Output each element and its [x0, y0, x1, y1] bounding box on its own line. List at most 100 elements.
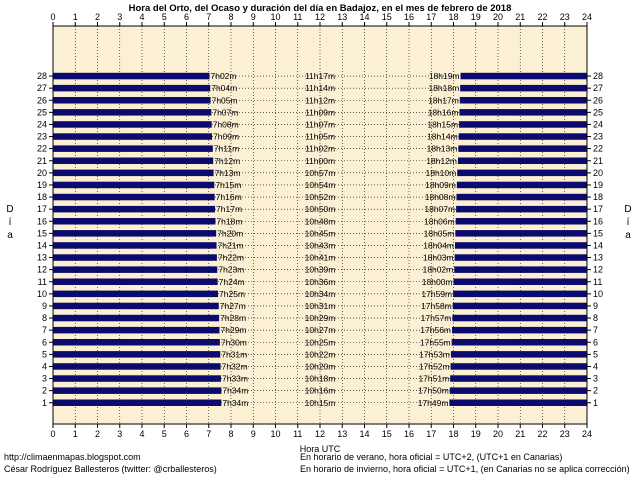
duration-label: 10h50m	[305, 204, 336, 214]
y-tick-label-left: 26	[37, 95, 47, 105]
night-bar-evening	[449, 387, 587, 394]
y-tick-label-right: 16	[593, 216, 603, 226]
sunset-label: 18h06m	[424, 216, 455, 226]
footer-blog: http://climaenmapas.blogspot.com	[4, 452, 141, 462]
sunrise-label: 7h18m	[216, 216, 242, 226]
night-bar-evening	[456, 193, 587, 201]
y-tick-label-left: 19	[37, 180, 47, 190]
x-tick-label-bottom: 20	[493, 429, 503, 439]
y-tick-label-left: 8	[42, 313, 47, 323]
y-tick-label-right: 9	[593, 301, 598, 311]
x-tick-label-bottom: 9	[251, 429, 256, 439]
x-tick-label-bottom: 10	[270, 429, 280, 439]
sunrise-label: 7h34m	[222, 398, 248, 408]
x-tick-label-top: 20	[493, 12, 503, 22]
night-bar-morning	[53, 193, 215, 201]
y-tick-label-right: 22	[593, 144, 603, 154]
y-tick-label-right: 20	[593, 168, 603, 178]
x-tick-label-bottom: 24	[582, 429, 592, 439]
y-tick-label-right: 3	[593, 374, 598, 384]
y-axis-label-letter: í	[627, 217, 630, 228]
night-bar-morning	[53, 242, 217, 249]
sunset-label: 17h57m	[421, 313, 452, 323]
y-tick-label-left: 2	[42, 386, 47, 396]
y-tick-label-left: 27	[37, 83, 47, 93]
sunrise-label: 7h21m	[218, 240, 244, 250]
y-tick-label-left: 14	[37, 240, 47, 250]
footer-note-summer: En horario de verano, hora oficial = UTC…	[300, 452, 563, 462]
x-tick-label-top: 23	[560, 12, 570, 22]
y-tick-label-right: 18	[593, 192, 603, 202]
night-bar-morning	[53, 97, 211, 104]
x-tick-label-bottom: 14	[359, 429, 369, 439]
duration-label: 10h34m	[305, 289, 336, 299]
sunrise-label: 7h15m	[215, 180, 241, 190]
y-tick-label-right: 24	[593, 119, 603, 129]
x-tick-label-top: 12	[315, 12, 325, 22]
sunrise-label: 7h16m	[216, 192, 242, 202]
night-bar-morning	[53, 375, 221, 382]
y-tick-label-right: 25	[593, 107, 603, 117]
sunset-label: 18h15m	[427, 119, 458, 129]
night-bar-morning	[53, 399, 222, 406]
y-tick-label-right: 8	[593, 313, 598, 323]
y-tick-label-right: 27	[593, 83, 603, 93]
value-labels: 7h02m 11h17m 18h19m 7h04m 11h14m 18h18m 7h05m 1…	[210, 71, 459, 408]
night-bar-morning	[53, 302, 219, 310]
x-tick-label-bottom: 21	[515, 429, 525, 439]
night-bar-evening	[457, 169, 587, 177]
x-tick-label-top: 16	[404, 12, 414, 22]
night-bar-morning	[53, 278, 218, 285]
sunset-label: 18h03m	[423, 253, 454, 263]
duration-label: 10h39m	[305, 265, 336, 275]
x-tick-label-bottom: 11	[293, 429, 302, 439]
night-bar-evening	[454, 266, 587, 273]
duration-label: 11h02m	[305, 144, 335, 154]
sunrise-label: 7h30m	[221, 337, 247, 347]
sunrise-label: 7h31m	[221, 349, 247, 359]
night-bar-evening	[454, 254, 587, 261]
night-bar-evening	[458, 145, 587, 152]
y-tick-label-left: 15	[37, 228, 47, 238]
x-axis-label: Hora UTC	[300, 444, 341, 454]
night-bar-morning	[53, 351, 221, 358]
sunset-label: 18h18m	[428, 83, 459, 93]
sunset-label: 17h59m	[421, 289, 452, 299]
x-tick-label-top: 4	[139, 12, 144, 22]
night-bars	[53, 72, 587, 406]
y-axis-label-letter: D	[6, 204, 13, 215]
y-tick-label-left: 17	[37, 204, 47, 214]
y-tick-label-left: 5	[42, 349, 47, 359]
y-tick-label-left: 18	[37, 192, 47, 202]
night-bar-morning	[53, 326, 220, 334]
duration-label: 10h20m	[305, 361, 336, 371]
x-tick-label-top: 24	[582, 12, 592, 22]
y-tick-label-left: 1	[42, 398, 47, 408]
y-tick-label-left: 23	[37, 132, 47, 142]
x-tick-label-top: 13	[337, 12, 347, 22]
night-bar-evening	[452, 302, 587, 310]
night-bar-morning	[53, 84, 211, 92]
x-tick-label-top: 8	[228, 12, 233, 22]
sunrise-label: 7h09m	[213, 132, 239, 142]
y-tick-label-left: 20	[37, 168, 47, 178]
y-axis-label-left: Día	[6, 204, 13, 241]
x-tick-label-bottom: 0	[50, 429, 55, 439]
x-tick-label-top: 11	[293, 12, 302, 22]
y-tick-label-left: 3	[42, 374, 47, 384]
night-bar-morning	[53, 314, 220, 322]
sunrise-label: 7h17m	[216, 204, 242, 214]
sunset-label: 18h10m	[425, 168, 456, 178]
night-bar-evening	[460, 72, 587, 80]
y-tick-label-right: 4	[593, 361, 598, 371]
night-bar-evening	[458, 133, 587, 140]
sunset-label: 17h58m	[421, 301, 452, 311]
x-tick-label-top: 7	[206, 12, 211, 22]
duration-label: 11h12m	[305, 95, 335, 105]
duration-label: 11h05m	[305, 132, 335, 142]
y-tick-label-right: 26	[593, 95, 603, 105]
night-bar-evening	[450, 375, 587, 382]
y-tick-label-left: 11	[38, 277, 47, 287]
x-tick-label-top: 19	[471, 12, 481, 22]
night-bar-morning	[53, 266, 218, 273]
